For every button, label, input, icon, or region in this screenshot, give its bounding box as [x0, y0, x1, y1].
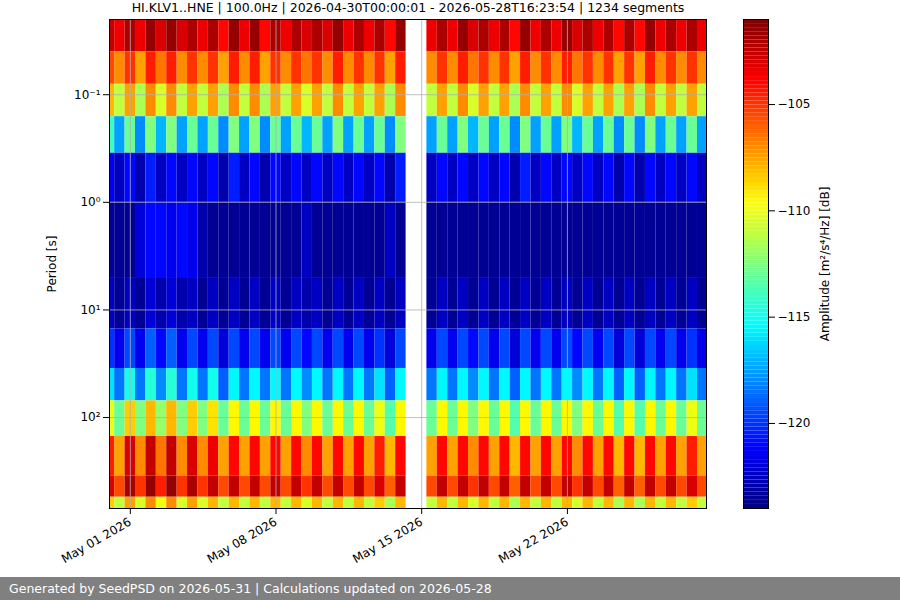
svg-text:−110: −110: [778, 204, 811, 218]
svg-text:May 15 2026: May 15 2026: [350, 515, 425, 566]
svg-text:May 08 2026: May 08 2026: [205, 515, 280, 566]
svg-text:−115: −115: [778, 310, 811, 324]
html-text:HI.KLV1..HNE | 100.0Hz | 2026-: HI.KLV1..HNE | 100.0Hz | 2026-04-30T00:0…: [131, 0, 685, 15]
html-text:Generated by SeedPSD on 2026-0: Generated by SeedPSD on 2026-05-31 | Cal…: [9, 581, 492, 596]
svg-text:10²: 10²: [80, 410, 100, 424]
svg-text:10⁻¹: 10⁻¹: [74, 88, 101, 102]
svg-text:−120: −120: [778, 416, 811, 430]
svg-text:−105: −105: [778, 97, 811, 111]
svg-text:Amplitude [m²/s⁴/Hz] [dB]: Amplitude [m²/s⁴/Hz] [dB]: [818, 187, 832, 342]
svg-text:May 22 2026: May 22 2026: [496, 515, 571, 566]
svg-text:May 01 2026: May 01 2026: [59, 515, 134, 566]
svg-text:10¹: 10¹: [80, 303, 100, 317]
svg-text:Period [s]: Period [s]: [45, 236, 59, 293]
svg-text:10⁰: 10⁰: [80, 195, 100, 209]
